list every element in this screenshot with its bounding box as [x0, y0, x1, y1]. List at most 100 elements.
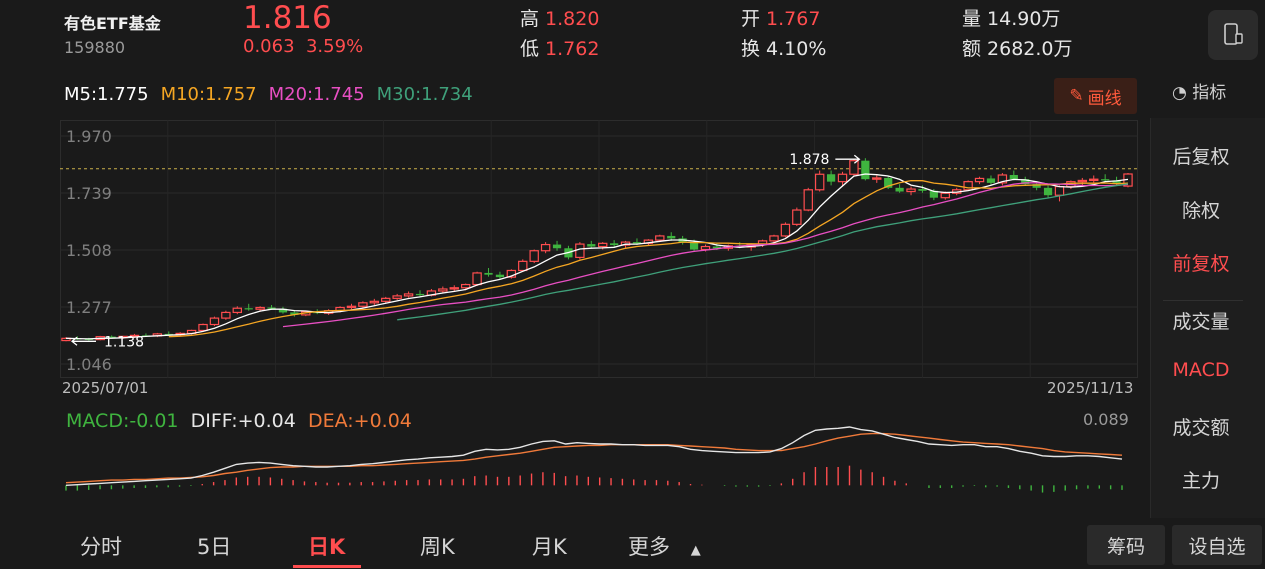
candle-body [655, 235, 665, 241]
macd-max-label: 0.089 [1083, 410, 1129, 429]
phone-icon [1224, 23, 1243, 45]
ma10-line [168, 179, 1129, 338]
price-change: 0.063 3.59% [243, 36, 363, 57]
dea-value: DEA:+0.04 [307, 410, 412, 432]
candle-body [529, 250, 539, 262]
candle-body [552, 244, 562, 249]
candle-body [495, 274, 505, 278]
tab-monthly-k[interactable]: 月K [532, 535, 567, 559]
stat-high-label: 高 [520, 8, 540, 30]
y-tick-label: 1.277 [66, 298, 112, 317]
stat-turnover-value: 4.10% [766, 38, 827, 60]
candle-body [803, 189, 813, 211]
device-toggle-button[interactable] [1208, 10, 1258, 60]
dea-line [65, 432, 1123, 484]
min-price-marker: 1.138 [104, 334, 144, 350]
candle-body [518, 260, 528, 272]
diff-value: DIFF:+0.04 [190, 410, 296, 432]
max-price-marker: 1.878 [789, 152, 829, 168]
pencil-icon: ✎ [1069, 86, 1084, 106]
draw-line-label: 画线 [1087, 88, 1122, 109]
candle-body [540, 243, 551, 252]
tab-daily-k[interactable]: 日K [308, 535, 346, 559]
candle-body [597, 242, 608, 248]
macd-chart[interactable] [60, 405, 1140, 510]
candle-body [472, 272, 482, 286]
chart-options-panel: 后复权 除权 前复权 成交量 MACD 成交额 主力 [1150, 118, 1265, 518]
candle-body [667, 235, 676, 239]
option-back-adjusted[interactable]: 后复权 [1172, 146, 1230, 168]
candle-body [198, 323, 208, 332]
candle-body [221, 311, 231, 319]
end-date-label: 2025/11/13 [1047, 379, 1134, 397]
candle-body [255, 306, 265, 310]
candle-body [826, 174, 836, 182]
indicator-button[interactable]: ◔ 指标 [1172, 78, 1226, 103]
candle-body [906, 188, 916, 193]
ma20-line [282, 182, 1129, 328]
candle-body [1089, 178, 1099, 182]
diff-line [65, 426, 1123, 486]
ma30-label: M30:1.734 [376, 84, 473, 105]
candle-body [1043, 187, 1053, 196]
candle-body [267, 307, 276, 309]
candle-body [484, 272, 493, 275]
ma30-line [397, 183, 1129, 321]
option-main-force[interactable]: 主力 [1181, 470, 1220, 492]
candlestick-chart[interactable]: 1.970 1.739 1.508 1.277 1.046 1.878 1.138 [60, 120, 1140, 378]
stat-turnover-label: 换 [741, 38, 761, 60]
candle-body [460, 283, 471, 289]
stat-low-label: 低 [520, 38, 540, 60]
candle-body [415, 293, 425, 296]
candle-body [438, 288, 448, 292]
tab-intraday[interactable]: 分时 [80, 535, 122, 559]
candle-body [986, 178, 996, 183]
candle-body [209, 317, 220, 326]
add-watchlist-button[interactable]: 设自选 [1172, 525, 1262, 565]
candle-body [997, 174, 1008, 184]
option-volume[interactable]: 成交量 [1172, 311, 1230, 333]
candle-body [232, 307, 243, 314]
option-macd[interactable]: MACD [1172, 359, 1230, 381]
ma5-label: M5:1.775 [64, 84, 149, 105]
candle-body [1021, 179, 1030, 185]
y-tick-label: 1.970 [66, 127, 112, 146]
candle-body [575, 243, 585, 259]
ma5-line [65, 173, 1129, 340]
option-forward-adjusted[interactable]: 前复权 [1172, 253, 1230, 275]
min-arrow-icon [70, 336, 96, 346]
candle-body [392, 295, 402, 299]
fund-name: 有色ETF基金 [64, 14, 161, 33]
stat-open: 开 1.767 [741, 4, 820, 31]
stat-amount: 额 2682.0万 [962, 34, 1073, 61]
chips-button[interactable]: 筹码 [1087, 525, 1165, 565]
candle-body [403, 293, 414, 297]
y-tick-label: 1.739 [66, 184, 112, 203]
candle-body [780, 223, 791, 237]
stat-amount-value: 2682.0万 [987, 38, 1073, 60]
candle-body [849, 160, 859, 175]
candle-body [884, 177, 893, 188]
draw-line-button[interactable]: ✎ 画线 [1054, 78, 1137, 114]
candle-body [358, 302, 368, 307]
change-value: 0.063 [243, 36, 295, 57]
candle-body [1112, 180, 1121, 183]
candle-body [1009, 174, 1018, 180]
option-ex-rights[interactable]: 除权 [1181, 200, 1220, 222]
candle-body [769, 235, 779, 242]
y-tick-label: 1.508 [66, 241, 112, 260]
candle-body [244, 308, 253, 310]
ma-legend: M5:1.775 M10:1.757 M20:1.745 M30:1.734 [64, 84, 485, 105]
y-tick-label: 1.046 [66, 355, 112, 374]
gauge-icon: ◔ [1172, 83, 1187, 103]
period-tab-bar: 分时 5日 日K 周K 月K 更多 ▲ 筹码 设自选 [0, 519, 1265, 569]
candle-body [1077, 179, 1088, 183]
fund-code: 159880 [64, 38, 126, 57]
option-amount[interactable]: 成交额 [1172, 417, 1230, 439]
tab-weekly-k[interactable]: 周K [420, 535, 455, 559]
change-percent: 3.59% [305, 36, 364, 57]
ma20-label: M20:1.745 [268, 84, 365, 105]
candle-body [940, 192, 951, 199]
tab-5day[interactable]: 5日 [197, 535, 232, 559]
tab-more[interactable]: 更多 ▲ [628, 531, 701, 561]
